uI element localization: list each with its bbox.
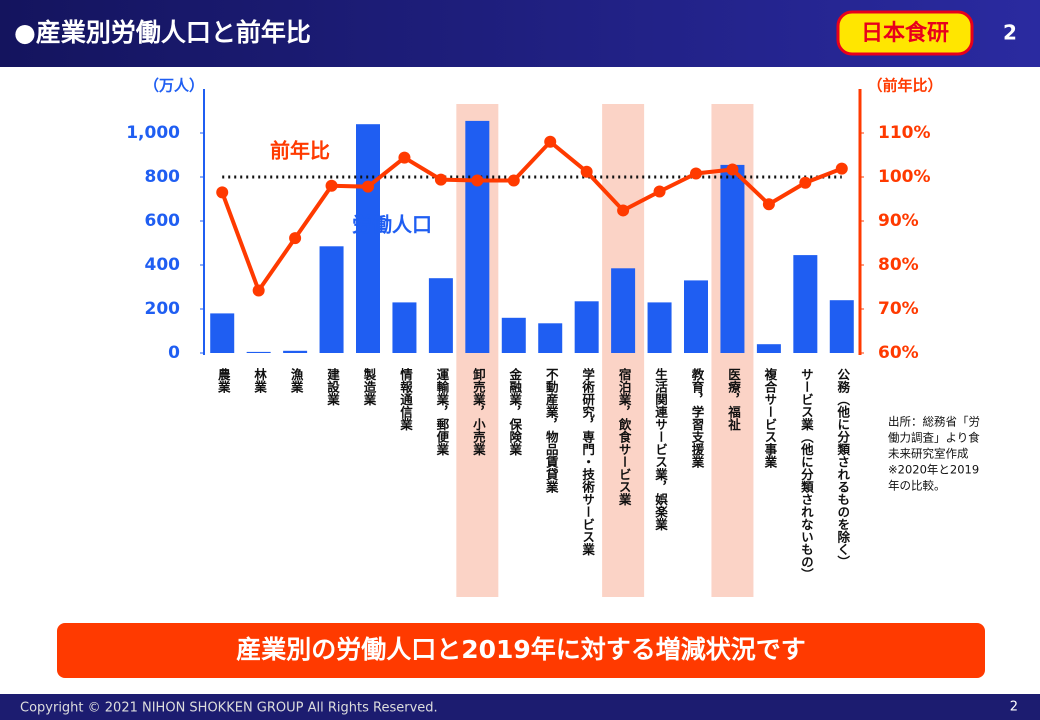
bar [283,350,308,353]
x-tick-label: 農業 [216,367,231,394]
bar [319,246,344,353]
banner: 産業別の労働人口と2019年に対する増減状況です [236,635,806,664]
point [653,185,666,198]
point [835,162,848,175]
bar [684,280,708,353]
x-tick-label: 学術研究，専門・技術サービス業 [580,367,595,556]
point [398,151,411,164]
x-tick-label: 複合サービス事業 [762,367,777,469]
banner-box [57,623,985,678]
bar [720,164,745,353]
x-tick-label: 教育，学習支援業 [690,367,705,469]
x-tick-label: 運輸業，郵便業 [434,368,449,456]
x-tick-label: 公務（他に分類されるものを除く） [835,368,850,568]
bar [756,344,781,353]
point [362,180,374,193]
note: 働力調査」より食 [888,431,980,445]
x-tick-label: 生活関連サービス業，娯楽業 [653,367,668,531]
y2-tick-label: 80% [878,255,919,275]
y-tick-label: 0 [168,343,180,363]
bar [793,255,818,353]
y-tick-label: 800 [145,167,181,187]
x-tick-label: 卸売業，小売業 [471,367,486,456]
bar [392,302,417,353]
point [252,284,265,297]
y2-tick-label: 60% [878,343,919,363]
point [726,163,739,176]
y-axis-label: （万人） [144,77,204,95]
footer-bar [0,694,1040,720]
x-tick-label: 林業 [252,367,267,394]
legend-bar: 労働人口 [352,213,432,237]
note: ※2020年と2019 [888,463,979,477]
point [289,232,302,245]
chart: （万人） （前年比） 0 200 400 600 800 1,000 60% 70% 80% 90% 1… [126,77,980,597]
note: 年の比較。 [888,479,946,493]
y2-tick-label: 90% [878,211,919,231]
y2-tick-label: 100% [878,167,931,187]
y-tick-label: 400 [145,255,181,275]
y2-axis-label: （前年比） [867,77,942,95]
x-tick-label: 金融業，保険業 [507,367,522,456]
x-tick-label: 宿泊業，飲食サービス業 [617,367,632,506]
y2-tick-label: 70% [878,299,919,319]
logo-box [836,10,974,56]
point [690,167,702,180]
note: 出所：総務省「労 [888,415,980,429]
point [216,186,229,199]
bar [574,301,599,353]
y-tick-label: 200 [145,299,181,319]
bar [501,317,526,353]
point [799,176,812,189]
x-tick-label: 不動産業，物品賃貸業 [544,368,559,494]
x-tick-label: 製造業 [362,367,377,406]
point [617,204,630,217]
x-tick-label: 建設業 [325,367,340,406]
x-tick-label: 情報通信業 [398,367,413,431]
bar [356,124,380,353]
page-number: 2 [1003,21,1017,45]
x-tick-label: 漁業 [289,367,304,394]
point [762,198,775,211]
bar [210,313,235,353]
bar [611,268,636,353]
bar [538,323,563,353]
logo: 日本食研 [861,20,949,46]
y-tick-label: 600 [145,211,181,231]
y-tick-label: 1,000 [126,123,180,143]
bar [246,351,271,353]
footer-page: 2 [1010,700,1018,715]
bar [829,300,854,353]
x-tick-label: サービス業（他に分類されないもの） [799,368,814,581]
note: 未来研究室作成 [888,447,969,461]
bar [647,302,672,353]
bar [465,120,490,354]
point [434,173,447,186]
copyright: Copyright © 2021 NIHON SHOKKEN GROUP All… [20,701,438,716]
line [220,139,843,295]
legend-line: 前年比 [270,139,330,163]
point [507,174,520,187]
point [325,179,338,192]
point [580,165,593,178]
slide-title: ●産業別労働人口と前年比 [14,18,311,47]
bar [428,278,453,353]
point [544,135,557,148]
x-tick-label: 医療，福祉 [726,368,741,431]
point [471,174,484,187]
y2-tick-label: 110% [878,123,931,143]
